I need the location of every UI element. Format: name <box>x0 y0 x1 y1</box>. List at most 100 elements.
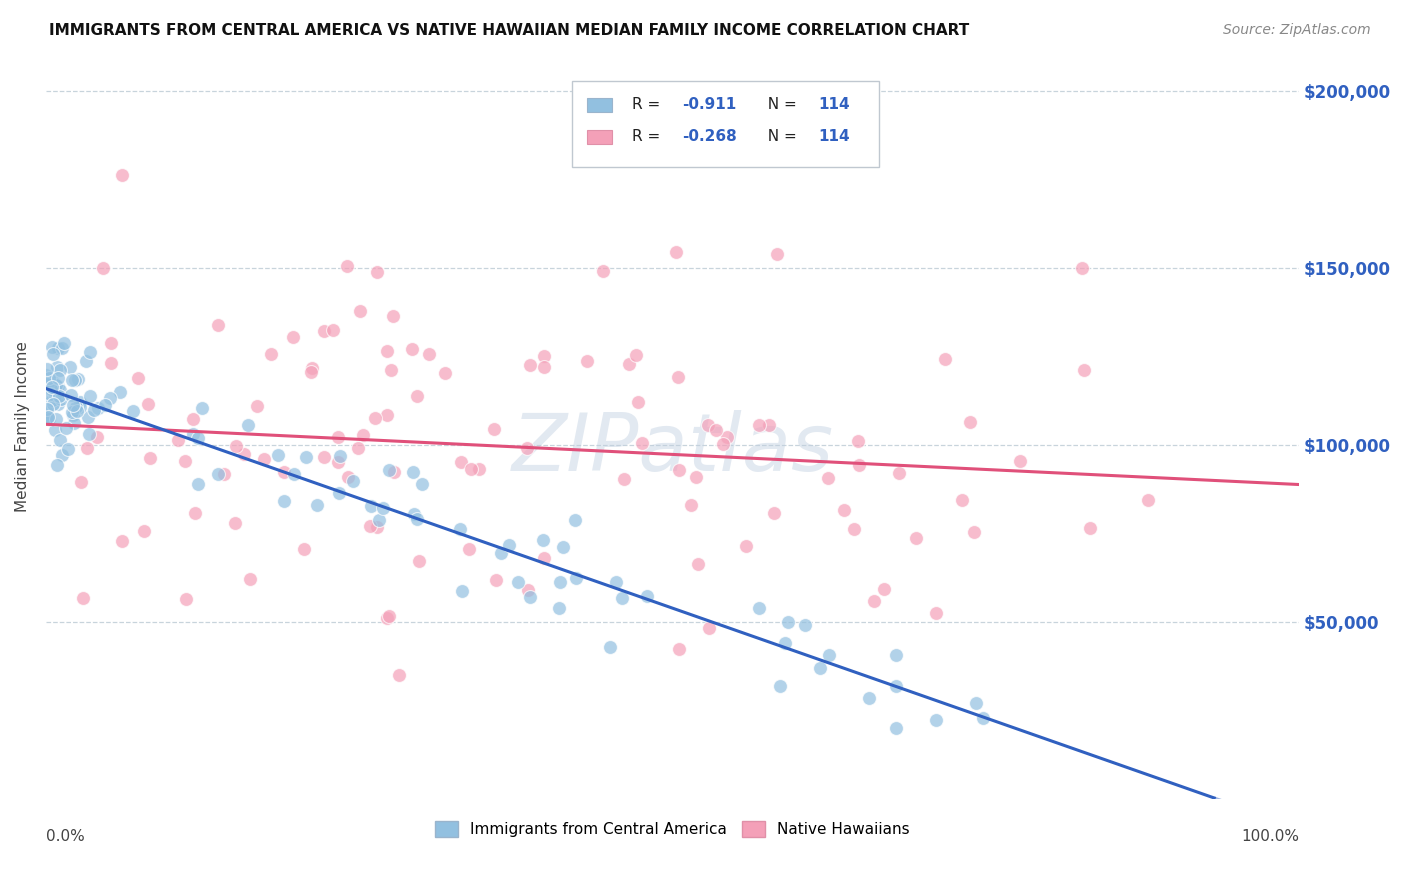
Point <box>605 574 627 589</box>
FancyBboxPatch shape <box>572 81 879 167</box>
Point <box>167 433 190 447</box>
Point <box>181 412 204 426</box>
Point <box>328 486 350 500</box>
Point <box>858 690 880 705</box>
Point <box>60 405 83 419</box>
Point <box>617 357 640 371</box>
Point <box>402 465 425 479</box>
Point <box>775 635 797 649</box>
Point <box>66 404 89 418</box>
Point <box>100 356 122 370</box>
Point <box>79 344 101 359</box>
Point <box>565 571 588 585</box>
Text: Source: ZipAtlas.com: Source: ZipAtlas.com <box>1223 23 1371 37</box>
Point <box>832 503 855 517</box>
Point <box>136 397 159 411</box>
Point <box>184 507 207 521</box>
Point <box>292 542 315 557</box>
Point <box>359 519 381 533</box>
Point <box>49 392 72 406</box>
Point <box>863 593 886 607</box>
Point <box>336 259 359 273</box>
Point <box>39 383 62 397</box>
Point <box>548 575 571 590</box>
Point <box>35 405 58 419</box>
Point <box>516 441 538 455</box>
Point <box>972 711 994 725</box>
Point <box>679 498 702 512</box>
Point <box>77 410 100 425</box>
Point <box>312 450 335 464</box>
Point <box>35 377 58 392</box>
Point <box>610 591 633 605</box>
Point <box>516 582 538 597</box>
Point <box>533 360 555 375</box>
Point <box>848 458 870 472</box>
Point <box>846 434 869 448</box>
Point <box>176 591 198 606</box>
Point <box>950 493 973 508</box>
Point <box>959 415 981 429</box>
Text: IMMIGRANTS FROM CENTRAL AMERICA VS NATIVE HAWAIIAN MEDIAN FAMILY INCOME CORRELAT: IMMIGRANTS FROM CENTRAL AMERICA VS NATIV… <box>49 23 970 38</box>
Point <box>55 420 77 434</box>
Point <box>252 451 274 466</box>
Point <box>748 418 770 433</box>
Text: N =: N = <box>758 97 801 112</box>
Point <box>94 398 117 412</box>
Point <box>38 411 60 425</box>
Point <box>301 360 323 375</box>
Point <box>42 396 65 410</box>
Text: 114: 114 <box>818 97 849 112</box>
Point <box>35 368 58 382</box>
Point <box>44 381 66 395</box>
Point <box>87 401 110 416</box>
Point <box>449 522 471 536</box>
Point <box>934 352 956 367</box>
Point <box>375 409 398 423</box>
Point <box>111 533 134 548</box>
Point <box>533 350 555 364</box>
Point <box>63 373 86 387</box>
Point <box>207 318 229 332</box>
Point <box>599 640 621 654</box>
Point <box>111 168 134 182</box>
Point <box>266 448 288 462</box>
Point <box>225 439 247 453</box>
Point <box>451 584 474 599</box>
Point <box>360 499 382 513</box>
Point <box>533 550 555 565</box>
Point <box>366 520 388 534</box>
Point <box>925 713 948 727</box>
Point <box>91 261 114 276</box>
Point <box>748 600 770 615</box>
Point <box>121 404 143 418</box>
Point <box>76 441 98 455</box>
Point <box>460 462 482 476</box>
Point <box>35 401 58 416</box>
Point <box>51 448 73 462</box>
Point <box>79 389 101 403</box>
Point <box>377 344 399 359</box>
Point <box>66 372 89 386</box>
Point <box>233 447 256 461</box>
Point <box>1070 260 1092 275</box>
Point <box>519 590 541 604</box>
Point <box>963 524 986 539</box>
Point <box>48 379 70 393</box>
Point <box>77 426 100 441</box>
Point <box>295 450 318 464</box>
Point <box>886 721 908 735</box>
Point <box>69 395 91 409</box>
Point <box>686 557 709 571</box>
Point <box>62 398 84 412</box>
Point <box>69 401 91 415</box>
Point <box>624 348 647 362</box>
Point <box>364 411 387 425</box>
Point <box>174 454 197 468</box>
Point <box>924 606 946 620</box>
Point <box>592 264 614 278</box>
Point <box>75 354 97 368</box>
Point <box>336 470 359 484</box>
Point <box>531 533 554 548</box>
Point <box>38 371 60 385</box>
